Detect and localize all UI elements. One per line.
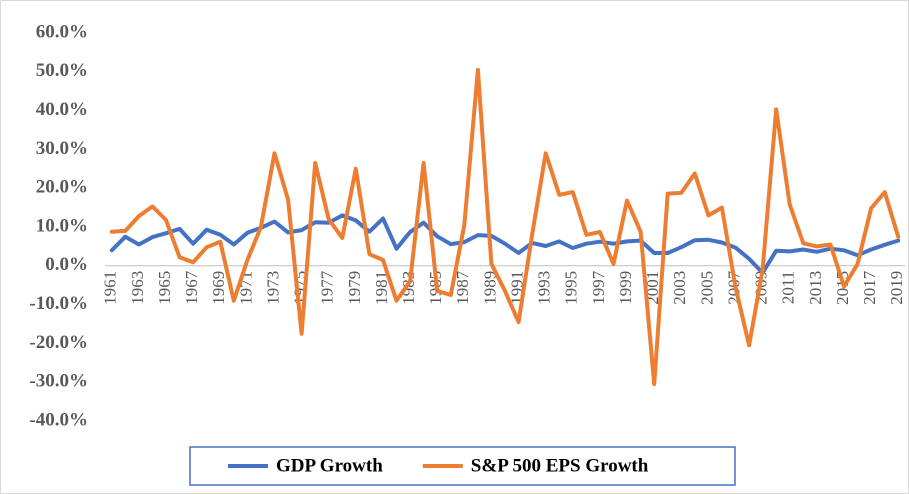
y-tick-label: 60.0%	[36, 21, 88, 42]
y-tick-label: -10.0%	[29, 293, 88, 314]
x-tick-label: 1981	[372, 271, 391, 305]
y-tick-label: -40.0%	[29, 409, 88, 430]
legend-label: S&P 500 EPS Growth	[471, 455, 649, 476]
x-tick-label: 1989	[480, 271, 499, 305]
x-tick-label: 1967	[182, 270, 201, 305]
x-tick-label: 1987	[453, 270, 472, 305]
x-tick-label: 1999	[616, 271, 635, 305]
x-tick-label: 2019	[887, 271, 906, 305]
series-line	[109, 213, 901, 275]
x-tick-label: 1961	[101, 271, 120, 305]
legend: GDP Growth S&P 500 EPS Growth	[189, 446, 736, 486]
y-tick-label: 10.0%	[36, 215, 88, 236]
x-tick-label: 1973	[263, 271, 282, 305]
x-tick-label: 2013	[806, 271, 825, 305]
y-tick-label: -20.0%	[29, 332, 88, 353]
x-tick-label: 2011	[779, 271, 798, 304]
y-tick-label: 40.0%	[36, 99, 88, 120]
x-tick-label: 2003	[670, 271, 689, 305]
x-tick-label: 1979	[345, 271, 364, 305]
y-tick-label: 20.0%	[36, 177, 88, 198]
x-tick-label: 1965	[155, 271, 174, 305]
x-tick-label: 1969	[209, 271, 228, 305]
x-tick-label: 1997	[589, 270, 608, 305]
y-tick-label: -30.0%	[29, 371, 88, 392]
x-tick-label: 2005	[697, 271, 716, 305]
series-line	[109, 67, 901, 387]
x-tick-label: 1963	[128, 271, 147, 305]
y-tick-label: 0.0%	[45, 254, 88, 275]
y-tick-label: 50.0%	[36, 60, 88, 81]
x-tick-label: 1977	[318, 270, 337, 305]
x-tick-label: 1993	[535, 271, 554, 305]
y-tick-label: 30.0%	[36, 138, 88, 159]
x-tick-label: 1983	[399, 271, 418, 305]
x-tick-label: 1995	[562, 271, 581, 305]
legend-label: GDP Growth	[276, 455, 383, 476]
x-tick-label: 2017	[860, 270, 879, 305]
